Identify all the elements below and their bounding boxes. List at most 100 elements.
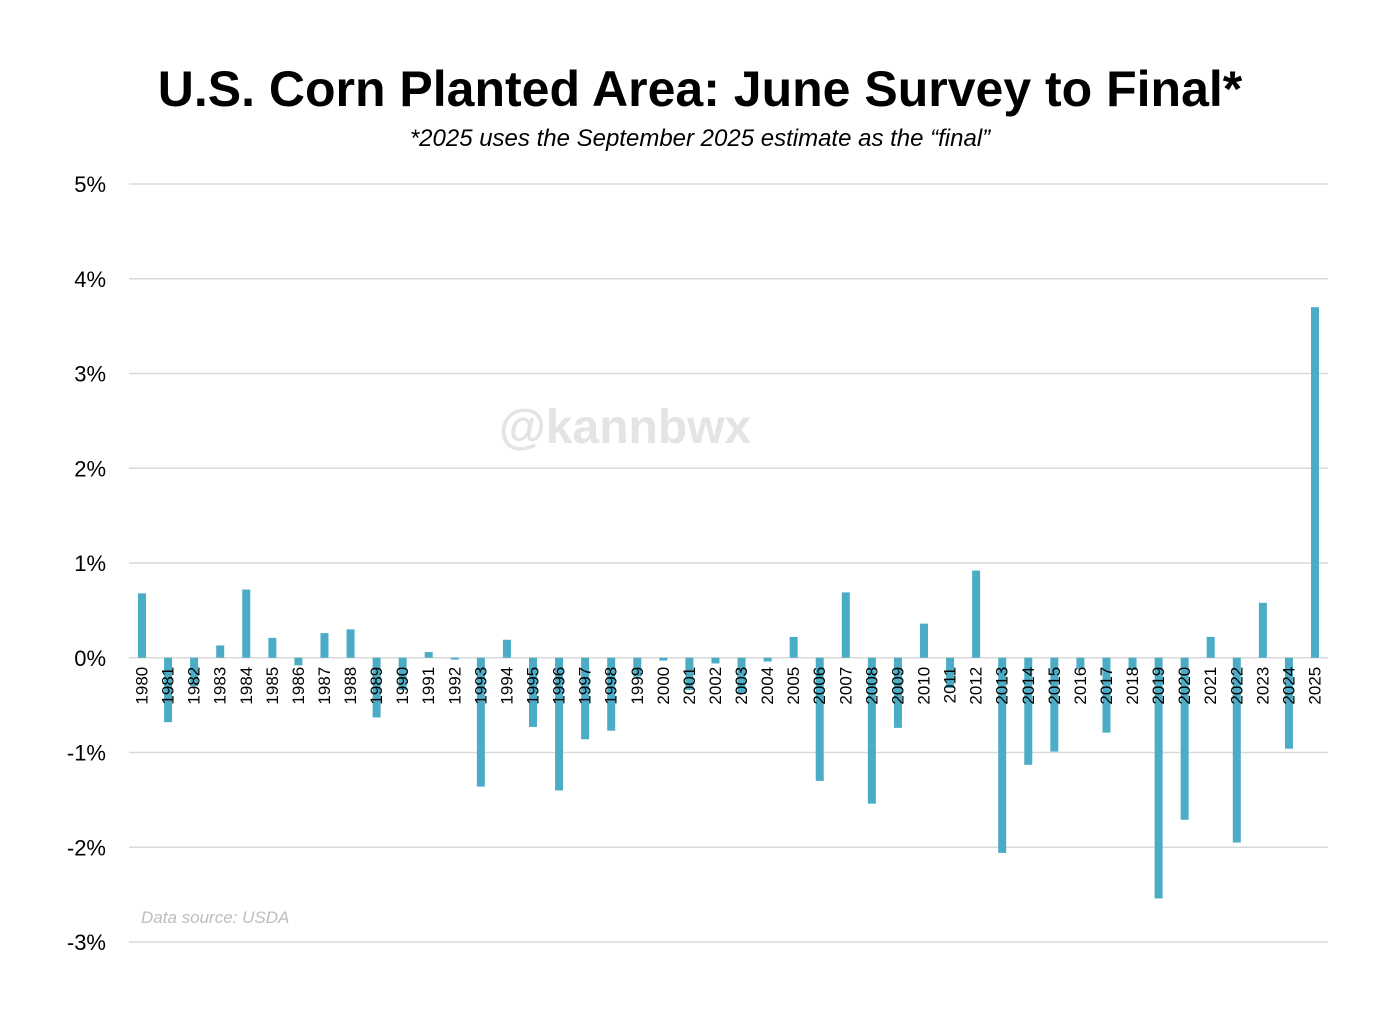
x-tick-label: 1997: [576, 667, 595, 705]
x-tick-label: 2002: [706, 667, 725, 705]
x-tick-label: 1981: [159, 667, 178, 705]
x-tick-label: 1992: [445, 667, 464, 705]
x-tick-label: 2025: [1306, 667, 1325, 705]
y-axis-ticks: 5% 4% 3% 2% 1% 0% -1% -2% -3%: [67, 172, 106, 955]
chart-subtitle: *2025 uses the September 2025 estimate a…: [409, 125, 991, 152]
x-tick-label: 1989: [367, 667, 386, 705]
x-tick-label: 1987: [315, 667, 334, 705]
x-tick-label: 2018: [1123, 667, 1142, 705]
bar-2021: [1206, 636, 1215, 658]
chart-title: U.S. Corn Planted Area: June Survey to F…: [157, 61, 1243, 117]
x-tick-label: 1996: [550, 667, 569, 705]
bar-2025: [1311, 307, 1319, 658]
bar-1999: [633, 657, 642, 677]
x-tick-label: 1986: [289, 667, 308, 705]
bar-2012: [972, 570, 981, 658]
x-tick-label: 2021: [1201, 667, 1220, 705]
x-tick-label: 2005: [784, 667, 803, 705]
x-tick-label: 1998: [602, 667, 621, 705]
x-tick-label: 2003: [732, 667, 751, 705]
bar-1983: [216, 645, 225, 658]
x-tick-label: 2022: [1227, 667, 1246, 705]
bar-2007: [841, 592, 850, 658]
x-tick-label: 2013: [993, 667, 1012, 705]
y-tick-label: 0%: [74, 646, 106, 671]
bar-1994: [502, 639, 511, 658]
bars: [138, 307, 1319, 899]
x-tick-label: 2010: [915, 667, 934, 705]
bar-1980: [138, 593, 146, 658]
x-tick-label: 1980: [133, 667, 152, 705]
bar-1992: [450, 657, 459, 660]
bar-1995: [529, 657, 537, 727]
bar-2008: [867, 657, 876, 804]
bar-2013: [998, 657, 1007, 853]
bar-2001: [685, 657, 694, 690]
bar-1993: [476, 657, 485, 787]
bar-2006: [815, 657, 824, 781]
bar-2010: [920, 623, 928, 658]
x-tick-label: 2004: [758, 667, 777, 705]
bar-1998: [607, 657, 616, 731]
x-tick-label: 2008: [862, 667, 881, 705]
x-tick-label: 2017: [1097, 667, 1116, 705]
x-tick-label: 2012: [967, 667, 986, 705]
y-tick-label: 5%: [74, 172, 106, 197]
x-tick-label: 2024: [1279, 667, 1298, 705]
bar-2016: [1076, 657, 1085, 670]
x-tick-label: 2000: [654, 667, 673, 705]
y-tick-label: -3%: [67, 930, 106, 955]
data-source-note: Data source: USDA: [141, 908, 290, 927]
bar-2023: [1258, 602, 1267, 658]
bar-2020: [1180, 657, 1189, 820]
bar-1985: [268, 637, 277, 658]
x-tick-label: 1983: [211, 667, 230, 705]
watermark: @kannbwx: [499, 401, 752, 454]
x-tick-label: 2011: [941, 667, 960, 704]
y-tick-label: -1%: [67, 741, 106, 766]
bar-2003: [737, 657, 746, 694]
bar-2011: [946, 657, 955, 689]
x-tick-label: 2015: [1045, 667, 1064, 705]
bar-1996: [555, 657, 564, 791]
bar-1984: [242, 589, 251, 658]
y-tick-label: 3%: [74, 362, 106, 387]
bar-1990: [398, 657, 407, 690]
x-tick-label: 1990: [393, 667, 412, 705]
x-tick-label: 2001: [680, 667, 699, 705]
bar-1981: [164, 657, 173, 723]
x-tick-label: 1982: [185, 667, 204, 705]
bar-1987: [320, 633, 329, 658]
bar-2005: [789, 636, 798, 658]
x-tick-label: 2014: [1019, 667, 1038, 705]
x-tick-label: 2007: [836, 667, 855, 705]
x-tick-label: 2019: [1149, 667, 1168, 705]
bar-2002: [711, 657, 720, 664]
bar-1991: [424, 652, 433, 658]
x-axis-ticks: 1980 1981 1982 1983 1984 1985 1986 1987 1988 1989…: [133, 667, 1325, 705]
x-tick-label: 1985: [263, 667, 282, 705]
bar-2000: [659, 657, 668, 661]
bar-1989: [372, 657, 381, 718]
bar-2018: [1128, 657, 1137, 671]
x-tick-label: 2009: [888, 667, 907, 705]
x-tick-label: 2006: [810, 667, 829, 705]
bar-1997: [581, 657, 590, 740]
bar-2015: [1050, 657, 1059, 752]
x-tick-label: 1994: [497, 667, 516, 705]
bar-2019: [1154, 657, 1163, 899]
bar-1982: [190, 657, 199, 687]
bar-2004: [763, 657, 772, 662]
bar-2024: [1284, 657, 1293, 749]
y-tick-label: 1%: [74, 551, 106, 576]
x-tick-label: 1991: [419, 667, 438, 705]
bar-1986: [294, 657, 303, 666]
y-tick-label: -2%: [67, 835, 106, 860]
bar-2014: [1024, 657, 1033, 765]
x-tick-label: 1993: [471, 667, 490, 705]
bar-2017: [1102, 657, 1111, 733]
x-tick-label: 2023: [1253, 667, 1272, 705]
bar-1988: [346, 629, 355, 658]
grid-lines: [129, 183, 1328, 943]
